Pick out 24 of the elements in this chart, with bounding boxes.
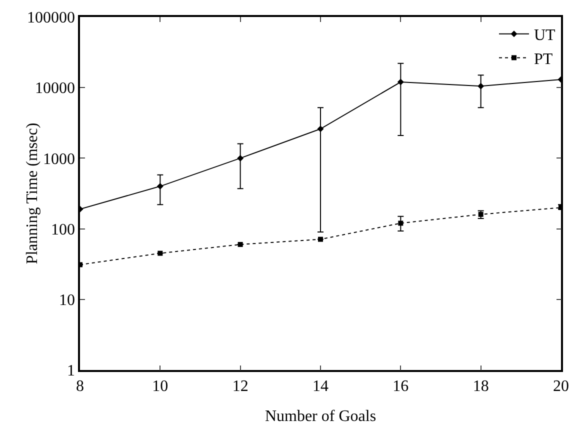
point bbox=[478, 82, 484, 90]
x-tick-label: 16 bbox=[392, 378, 409, 395]
point bbox=[397, 78, 404, 86]
y-tick-label: 100 bbox=[51, 221, 76, 238]
x-tick-label: 12 bbox=[232, 378, 248, 395]
point bbox=[156, 183, 164, 190]
line-series bbox=[80, 205, 561, 268]
x-tick-label: 10 bbox=[152, 378, 168, 395]
legend-label: UT bbox=[534, 27, 556, 44]
x-tick-label: 18 bbox=[472, 378, 489, 395]
y-tick-label: 10 bbox=[59, 292, 76, 309]
point bbox=[398, 220, 404, 226]
y-tick-label: 100000 bbox=[27, 10, 76, 27]
point bbox=[317, 126, 324, 132]
x-tick-label: 14 bbox=[312, 378, 328, 395]
y-tick-label: 10000 bbox=[35, 80, 76, 98]
legend-label: PT bbox=[534, 50, 553, 68]
y-tick-label: 1000 bbox=[43, 150, 76, 168]
y-axis-title: Planning Time (msec) bbox=[24, 122, 42, 264]
x-tick-label: 20 bbox=[553, 378, 569, 395]
x-axis-title: Number of Goals bbox=[264, 408, 376, 425]
x-tick-label: 8 bbox=[76, 378, 84, 395]
point bbox=[237, 154, 244, 162]
y-tick-label: 1 bbox=[67, 362, 76, 380]
